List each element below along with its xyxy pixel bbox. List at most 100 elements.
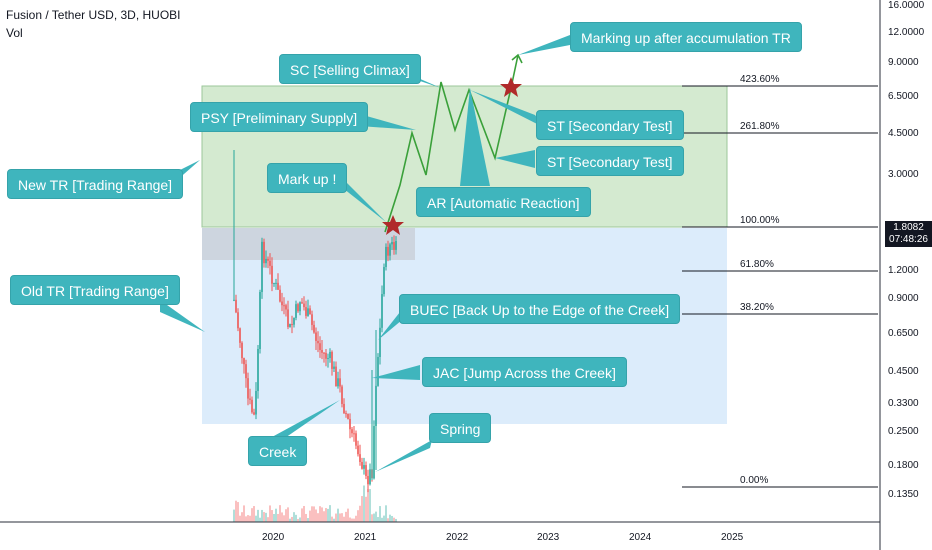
- candle-body: [257, 348, 259, 392]
- volume-bar: [267, 517, 269, 522]
- callout-secondary-test-2[interactable]: ST [Secondary Test]: [536, 146, 684, 176]
- callout-selling-climax[interactable]: SC [Selling Climax]: [279, 54, 421, 84]
- callout-mark-up[interactable]: Mark up !: [267, 163, 348, 193]
- candle-body: [339, 378, 341, 387]
- time-tick: 2024: [629, 532, 652, 543]
- candle-body: [269, 260, 271, 266]
- consolidation-box: [202, 228, 415, 260]
- candle-body: [273, 282, 275, 284]
- candle-body: [247, 378, 249, 399]
- volume-bar: [261, 509, 263, 522]
- candle-body: [367, 475, 369, 485]
- callout-new-tr[interactable]: New TR [Trading Range]: [7, 169, 184, 199]
- price-tick: 9.0000: [888, 57, 919, 68]
- current-price: 1.8082: [893, 222, 924, 233]
- candle-body: [299, 302, 301, 312]
- fib-label-0: 0.00%: [740, 475, 768, 486]
- volume-label[interactable]: Vol: [6, 26, 23, 40]
- candle-body: [281, 301, 283, 306]
- candle-body: [365, 465, 367, 476]
- candle-body: [249, 398, 251, 400]
- volume-bar: [243, 505, 245, 522]
- volume-bar: [331, 516, 333, 522]
- price-tick: 0.4500: [888, 366, 919, 377]
- volume-bar: [353, 518, 355, 522]
- candle-body: [363, 465, 365, 469]
- volume-bar: [337, 508, 339, 522]
- volume-bar: [317, 513, 319, 522]
- volume-bar: [287, 507, 289, 522]
- candle-body: [245, 364, 247, 379]
- volume-bar: [323, 511, 325, 522]
- volume-bar: [275, 508, 277, 522]
- volume-bar: [321, 507, 323, 522]
- candle-body: [251, 399, 253, 413]
- callout-marking-up[interactable]: Marking up after accumulation TR: [570, 22, 802, 52]
- volume-bar: [249, 515, 251, 522]
- candle-body: [287, 309, 289, 327]
- price-tick: 0.9000: [888, 293, 919, 304]
- volume-bar: [269, 505, 271, 522]
- candle-body: [319, 343, 321, 350]
- volume-bar: [355, 515, 357, 522]
- candle-body: [297, 304, 299, 312]
- candle-body: [283, 305, 285, 307]
- candlestick-series: [233, 150, 397, 493]
- candle-body: [285, 305, 287, 310]
- volume-bar: [285, 509, 287, 522]
- candle-body: [239, 328, 241, 343]
- callout-secondary-test-1[interactable]: ST [Secondary Test]: [536, 110, 684, 140]
- candle-body: [271, 265, 273, 284]
- callout-creek[interactable]: Creek: [248, 436, 308, 466]
- callout-buec[interactable]: BUEC [Back Up to the Edge of the Creek]: [399, 294, 681, 324]
- candle-body: [321, 349, 323, 353]
- candle-body: [345, 413, 347, 415]
- callout-spring[interactable]: Spring: [429, 413, 492, 443]
- candle-body: [393, 242, 395, 250]
- candle-body: [381, 294, 383, 328]
- volume-bar: [241, 512, 243, 522]
- volume-bar: [299, 517, 301, 522]
- volume-bar: [277, 513, 279, 522]
- volume-bar: [247, 515, 249, 522]
- volume-bar: [281, 512, 283, 522]
- volume-bar: [367, 489, 369, 522]
- callout-jac[interactable]: JAC [Jump Across the Creek]: [422, 357, 627, 387]
- candle-body: [307, 308, 309, 316]
- candle-body: [301, 302, 303, 304]
- candle-body: [353, 433, 355, 435]
- volume-bar: [307, 518, 309, 522]
- volume-bar: [319, 506, 321, 522]
- volume-bar: [239, 515, 241, 522]
- time-tick: 2023: [537, 532, 560, 543]
- price-tick: 0.1350: [888, 489, 919, 500]
- candle-body: [313, 324, 315, 333]
- candle-body: [255, 391, 257, 415]
- candle-body: [351, 429, 353, 434]
- volume-bar: [385, 505, 387, 522]
- candle-body: [359, 454, 361, 462]
- callout-automatic-reaction[interactable]: AR [Automatic Reaction]: [416, 187, 591, 217]
- candle-body: [325, 352, 327, 359]
- target-star: [500, 77, 522, 97]
- volume-bar: [291, 516, 293, 522]
- candle-body: [395, 241, 397, 250]
- callout-preliminary-supply[interactable]: PSY [Preliminary Supply]: [190, 102, 369, 132]
- candle-body: [341, 386, 343, 404]
- fib-label-100: 100.00%: [740, 215, 780, 226]
- volume-bar: [379, 506, 381, 522]
- volume-bar: [393, 517, 395, 522]
- volume-bar: [251, 508, 253, 522]
- volume-bar: [315, 509, 317, 522]
- volume-bar: [303, 505, 305, 522]
- volume-bar: [309, 510, 311, 522]
- fib-label-423: 423.60%: [740, 74, 780, 85]
- fib-lines: [682, 85, 878, 488]
- candle-body: [385, 246, 387, 267]
- volume-bar: [263, 512, 265, 522]
- candle-body: [233, 299, 235, 301]
- volume-bar: [305, 513, 307, 522]
- symbol-title[interactable]: Fusion / Tether USD, 3D, HUOBI: [6, 8, 181, 22]
- callout-old-tr[interactable]: Old TR [Trading Range]: [10, 275, 180, 305]
- candle-body: [361, 461, 363, 469]
